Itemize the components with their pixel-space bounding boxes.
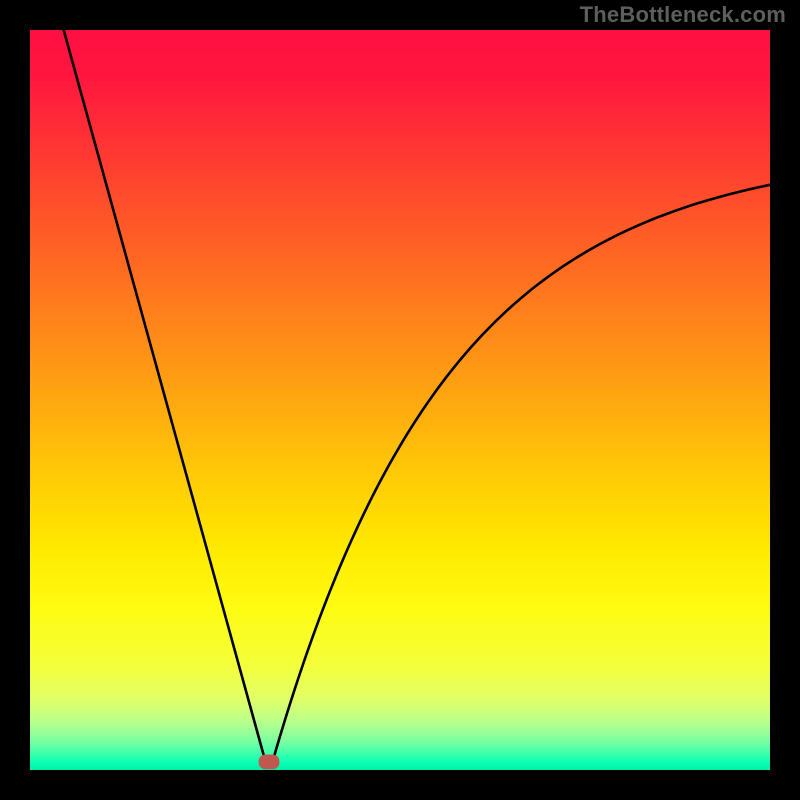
optimum-marker xyxy=(259,754,280,769)
chart-frame: TheBottleneck.com xyxy=(0,0,800,800)
chart-background xyxy=(30,30,770,770)
chart-svg xyxy=(30,30,770,770)
bottleneck-chart xyxy=(30,30,770,770)
watermark-text: TheBottleneck.com xyxy=(580,2,786,28)
